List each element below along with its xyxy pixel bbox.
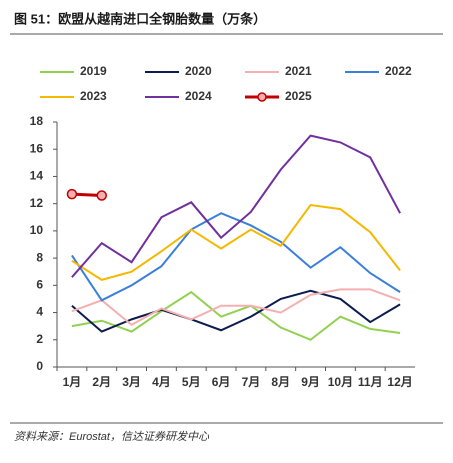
y-tick-label: 14	[30, 169, 44, 183]
x-tick-label: 12月	[387, 375, 412, 389]
series-line	[71, 290, 401, 341]
legend-label: 2020	[185, 64, 212, 78]
legend-label: 2021	[285, 64, 312, 78]
y-tick-label: 16	[30, 141, 44, 155]
y-tick-label: 8	[36, 250, 43, 264]
x-tick-label: 6月	[212, 375, 231, 389]
legend-label: 2019	[80, 64, 107, 78]
x-tick-label: 5月	[182, 375, 201, 389]
legend-label: 2022	[385, 64, 412, 78]
y-tick-label: 12	[30, 196, 44, 210]
series-line	[71, 203, 401, 281]
x-tick-label: 2月	[92, 375, 111, 389]
x-tick-label: 10月	[328, 375, 353, 389]
x-tick-label: 9月	[301, 375, 320, 389]
x-tick-label: 4月	[152, 375, 171, 389]
chart-title: 图 51：欧盟从越南进口全钢胎数量（万条）	[14, 11, 266, 26]
point-marker	[66, 188, 78, 200]
legend-label: 2025	[285, 89, 312, 103]
y-tick-label: 10	[30, 223, 44, 237]
x-tick-label: 7月	[242, 375, 261, 389]
series-line	[71, 134, 401, 278]
y-tick-label: 2	[36, 332, 43, 346]
series-line	[71, 212, 401, 302]
y-tick-label: 6	[36, 278, 43, 292]
source: 资料来源：Eurostat，信达证券研发中心	[14, 430, 210, 443]
x-tick-label: 3月	[122, 375, 141, 389]
x-tick-label: 11月	[358, 375, 383, 389]
x-tick-label: 8月	[271, 375, 290, 389]
x-tick-label: 1月	[63, 375, 82, 389]
legend-label: 2023	[80, 89, 107, 103]
legend-label: 2024	[185, 89, 212, 103]
series-line	[71, 288, 401, 327]
y-tick-label: 4	[36, 305, 43, 319]
legend-marker	[257, 92, 267, 102]
y-tick-label: 18	[30, 114, 44, 128]
point-marker	[96, 190, 107, 201]
y-tick-label: 0	[36, 359, 43, 373]
